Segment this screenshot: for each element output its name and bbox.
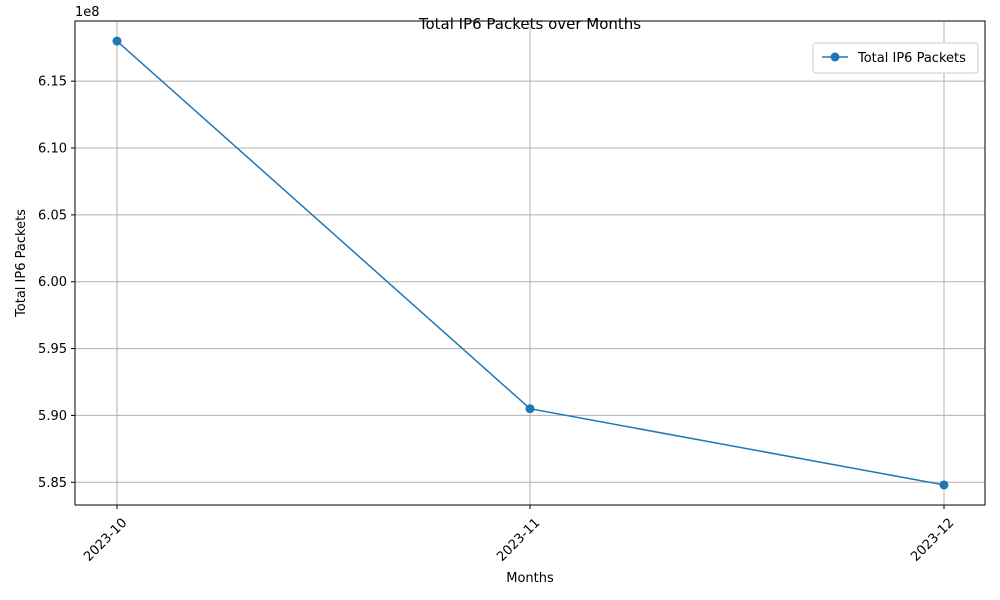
y-tick-label: 6.10 bbox=[38, 142, 67, 157]
data-point bbox=[940, 480, 949, 489]
y-tick-label: 5.85 bbox=[38, 476, 67, 491]
legend-label: Total IP6 Packets bbox=[857, 51, 966, 66]
y-axis-label: Total IP6 Packets bbox=[14, 209, 29, 318]
y-tick-label: 5.95 bbox=[38, 342, 67, 357]
x-tick-label: 2023-11 bbox=[494, 516, 543, 565]
y-tick-label: 5.90 bbox=[38, 409, 67, 424]
x-axis-ticks: 2023-10 2023-11 2023-12 bbox=[81, 505, 957, 565]
data-point bbox=[526, 404, 535, 413]
legend-marker-swatch bbox=[831, 53, 840, 62]
y-axis-ticks: 5.85 5.90 5.95 6.00 6.05 6.10 6.15 bbox=[38, 75, 75, 491]
grid-lines bbox=[75, 21, 985, 505]
y-tick-label: 6.05 bbox=[38, 208, 67, 223]
y-axis-offset-text: 1e8 bbox=[75, 5, 100, 20]
legend: Total IP6 Packets bbox=[813, 43, 978, 73]
data-point bbox=[113, 37, 122, 46]
y-tick-label: 6.15 bbox=[38, 75, 67, 90]
x-tick-label: 2023-12 bbox=[908, 516, 957, 565]
chart-title: Total IP6 Packets over Months bbox=[418, 15, 641, 33]
x-axis-label: Months bbox=[506, 571, 554, 586]
x-tick-label: 2023-10 bbox=[81, 516, 130, 565]
y-tick-label: 6.00 bbox=[38, 275, 67, 290]
